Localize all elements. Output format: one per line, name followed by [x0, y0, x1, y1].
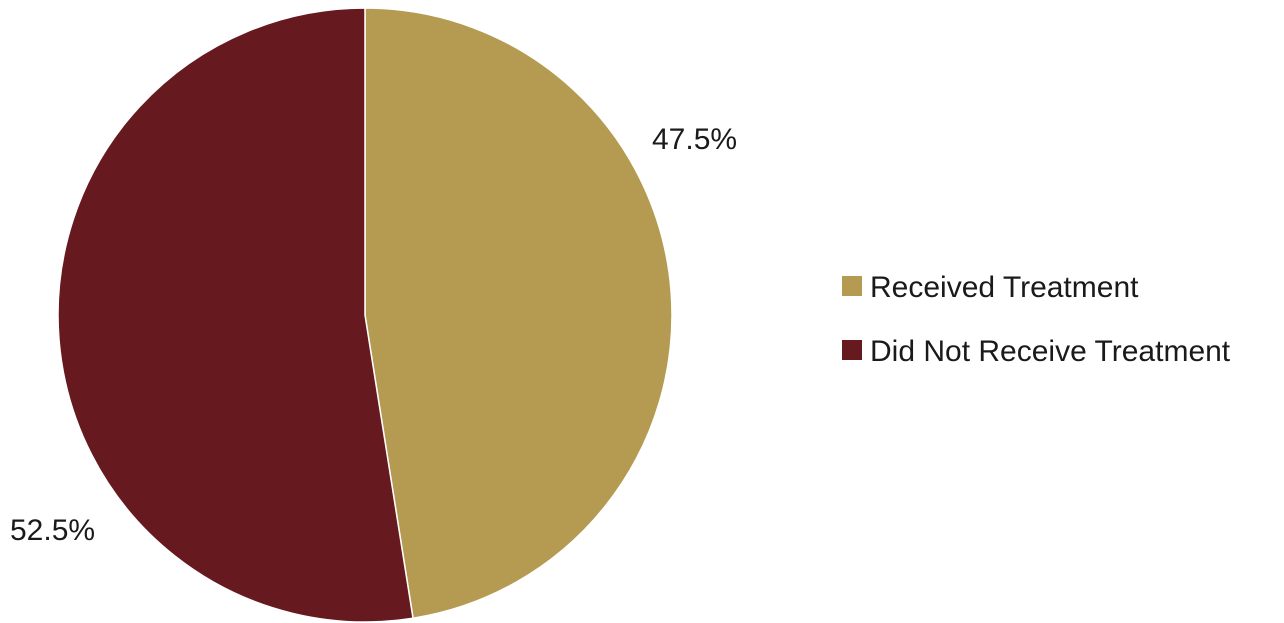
legend-label-received-treatment: Received Treatment: [870, 271, 1139, 304]
pie-slice-received-treatment: [364, 7, 673, 620]
legend-label-did-not-receive-treatment: Did Not Receive Treatment: [870, 335, 1231, 368]
legend-swatch-did-not-receive-treatment: [842, 340, 862, 360]
legend: Received Treatment Did Not Receive Treatm…: [842, 271, 1231, 368]
data-labels: 47.5% 52.5%: [10, 123, 737, 547]
data-label-did-not-receive-treatment: 52.5%: [10, 514, 95, 547]
pie-slices: [57, 7, 673, 623]
data-label-received-treatment: 47.5%: [652, 123, 737, 156]
legend-swatch-received-treatment: [842, 276, 862, 296]
pie-slice-did-not-receive-treatment: [57, 7, 414, 623]
